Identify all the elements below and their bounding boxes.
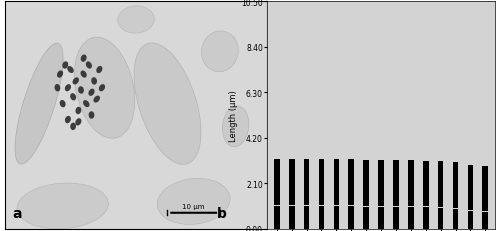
Bar	[289, 206, 294, 229]
Bar	[452, 209, 458, 229]
Bar	[408, 207, 414, 229]
Ellipse shape	[76, 107, 82, 115]
Ellipse shape	[60, 100, 66, 108]
Bar	[364, 161, 369, 206]
Ellipse shape	[99, 85, 105, 92]
Ellipse shape	[86, 62, 92, 69]
Ellipse shape	[80, 55, 86, 63]
Bar	[482, 166, 488, 211]
Bar	[408, 161, 414, 206]
Bar	[304, 206, 310, 229]
Bar	[393, 161, 399, 206]
Bar	[348, 206, 354, 229]
Bar	[364, 207, 369, 229]
Ellipse shape	[88, 89, 94, 97]
Ellipse shape	[118, 7, 154, 34]
Bar	[348, 159, 354, 205]
Bar	[378, 207, 384, 229]
Ellipse shape	[70, 94, 76, 101]
Ellipse shape	[68, 67, 74, 74]
Bar	[318, 206, 324, 229]
Ellipse shape	[57, 71, 63, 78]
Ellipse shape	[62, 62, 68, 69]
Bar	[274, 159, 280, 205]
Bar	[438, 208, 444, 229]
Ellipse shape	[83, 101, 89, 108]
Bar	[334, 159, 339, 205]
Ellipse shape	[96, 67, 102, 74]
Ellipse shape	[17, 183, 108, 229]
Ellipse shape	[76, 119, 82, 126]
Ellipse shape	[78, 87, 84, 94]
Y-axis label: Length (μm): Length (μm)	[230, 90, 238, 141]
Ellipse shape	[88, 112, 94, 119]
Ellipse shape	[54, 85, 60, 92]
Bar	[423, 161, 428, 206]
Ellipse shape	[158, 179, 230, 225]
Bar	[452, 163, 458, 208]
Bar	[482, 213, 488, 229]
Bar	[393, 207, 399, 229]
Bar	[423, 208, 428, 229]
Ellipse shape	[70, 123, 76, 131]
Bar	[468, 165, 473, 210]
Ellipse shape	[202, 32, 238, 73]
Text: a: a	[13, 206, 22, 220]
Ellipse shape	[74, 38, 135, 139]
Ellipse shape	[80, 71, 87, 78]
Ellipse shape	[94, 96, 100, 103]
Bar	[378, 161, 384, 206]
Bar	[289, 159, 294, 205]
Text: 10 μm: 10 μm	[182, 204, 205, 210]
Ellipse shape	[72, 78, 79, 85]
Text: b: b	[217, 206, 227, 220]
Ellipse shape	[15, 44, 63, 164]
Bar	[304, 159, 310, 205]
Bar	[274, 206, 280, 229]
Ellipse shape	[222, 106, 249, 147]
Bar	[468, 211, 473, 229]
Ellipse shape	[134, 44, 201, 165]
Ellipse shape	[65, 85, 71, 92]
Ellipse shape	[91, 78, 97, 85]
Ellipse shape	[65, 116, 71, 124]
Bar	[334, 206, 339, 229]
Bar	[438, 162, 444, 207]
Bar	[318, 159, 324, 205]
